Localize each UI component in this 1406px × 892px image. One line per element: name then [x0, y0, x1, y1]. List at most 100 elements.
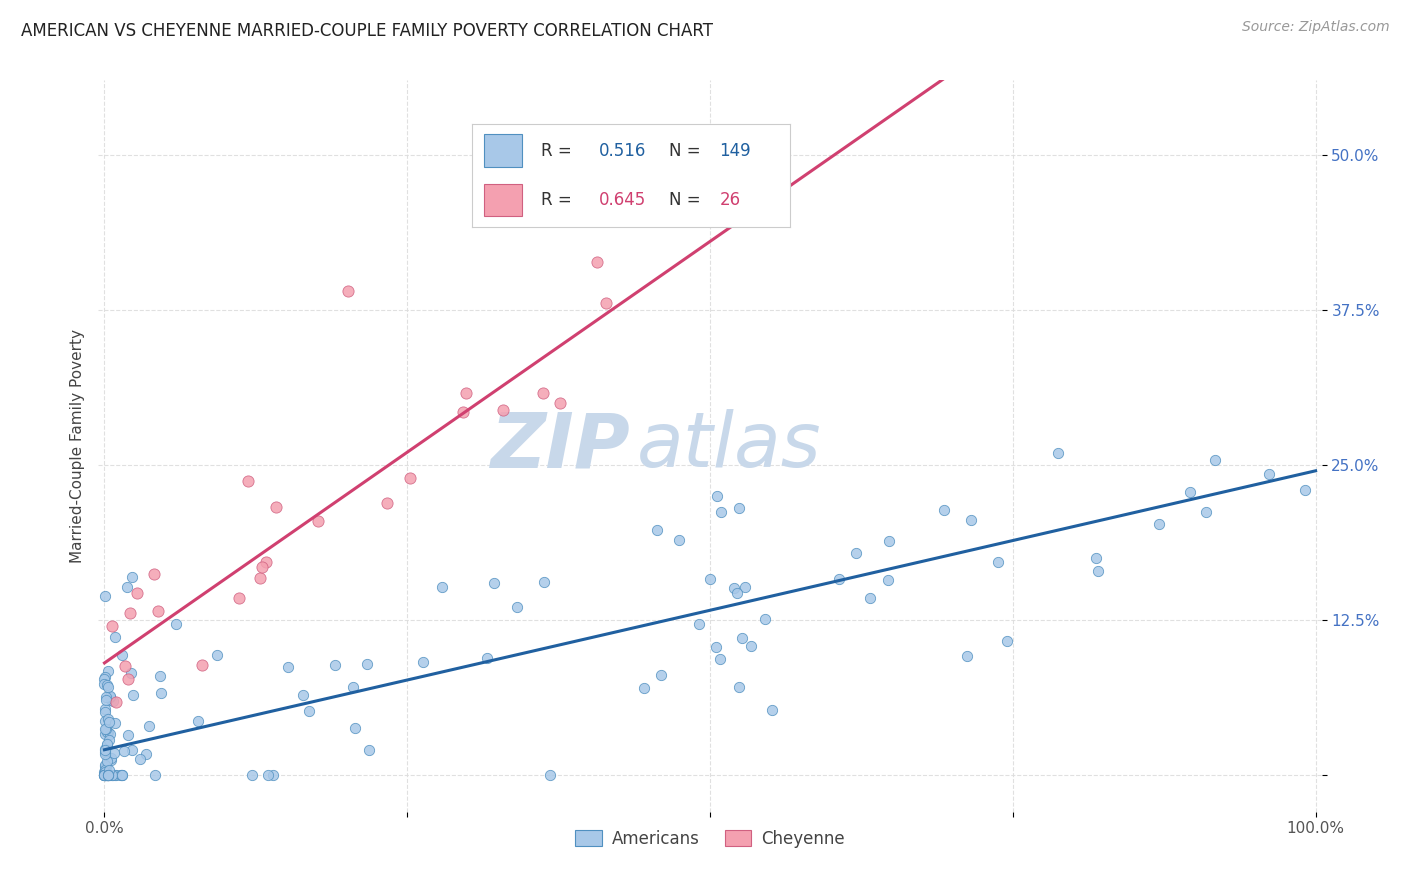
Point: [93, 767, 115, 781]
Point: [97, 733, 120, 747]
Point: [699, 572, 721, 586]
Point: [100, 767, 122, 781]
Point: [845, 546, 868, 560]
Point: [1047, 445, 1070, 459]
Point: [430, 580, 453, 594]
Point: [94, 767, 117, 781]
Point: [96, 767, 118, 781]
Point: [98, 727, 121, 741]
Point: [96, 754, 118, 768]
Point: [117, 728, 139, 742]
Point: [454, 386, 477, 401]
Point: [97, 715, 120, 730]
Point: [828, 572, 851, 586]
Point: [955, 649, 977, 664]
Point: [859, 591, 882, 606]
Legend: Americans, Cheyenne: Americans, Cheyenne: [568, 823, 852, 855]
Point: [94, 767, 117, 781]
Point: [645, 523, 668, 537]
Point: [337, 285, 360, 299]
Text: AMERICAN VS CHEYENNE MARRIED-COUPLE FAMILY POVERTY CORRELATION CHART: AMERICAN VS CHEYENNE MARRIED-COUPLE FAMI…: [21, 22, 713, 40]
Text: Source: ZipAtlas.com: Source: ZipAtlas.com: [1241, 20, 1389, 34]
Point: [121, 569, 143, 583]
Point: [256, 767, 278, 781]
Point: [97, 767, 120, 781]
Point: [298, 704, 321, 718]
Point: [97, 767, 120, 781]
Point: [100, 693, 122, 707]
Point: [484, 576, 506, 591]
Point: [688, 616, 710, 631]
Point: [704, 640, 727, 655]
Point: [97, 763, 120, 777]
Point: [754, 611, 776, 625]
Point: [93, 742, 115, 756]
Point: [111, 767, 134, 781]
Point: [533, 574, 555, 589]
Point: [96, 767, 118, 781]
Point: [94, 760, 117, 774]
Point: [146, 604, 169, 618]
Point: [734, 580, 756, 594]
Point: [256, 555, 278, 569]
Point: [127, 585, 149, 599]
Point: [93, 767, 115, 781]
Point: [650, 668, 672, 682]
Point: [104, 694, 127, 708]
Point: [1258, 467, 1281, 481]
Point: [291, 688, 314, 702]
Point: [451, 405, 474, 419]
Point: [97, 712, 120, 726]
Point: [412, 656, 434, 670]
Point: [375, 496, 398, 510]
Point: [1194, 505, 1216, 519]
Point: [94, 767, 117, 781]
Point: [143, 566, 166, 581]
Point: [115, 12, 138, 26]
Point: [228, 591, 250, 606]
Point: [531, 385, 554, 400]
Point: [111, 767, 134, 781]
Point: [114, 658, 136, 673]
Point: [104, 767, 127, 781]
Point: [190, 657, 212, 672]
Point: [120, 666, 142, 681]
Point: [93, 765, 115, 780]
Point: [94, 745, 117, 759]
Point: [149, 686, 172, 700]
Point: [93, 765, 115, 780]
Point: [165, 616, 187, 631]
Point: [149, 669, 172, 683]
Point: [538, 767, 561, 781]
Point: [97, 767, 120, 781]
Point: [101, 767, 124, 781]
Point: [98, 689, 121, 703]
Point: [932, 503, 955, 517]
Point: [740, 640, 762, 654]
Point: [706, 489, 728, 503]
Point: [187, 714, 209, 729]
Point: [249, 571, 271, 585]
Point: [97, 767, 120, 781]
Point: [94, 690, 117, 704]
Point: [93, 702, 115, 716]
Point: [205, 648, 228, 663]
Point: [710, 505, 733, 519]
Point: [104, 630, 127, 644]
Point: [1180, 485, 1202, 500]
Point: [143, 767, 166, 781]
Text: ZIP: ZIP: [491, 409, 630, 483]
Point: [138, 719, 160, 733]
Point: [250, 560, 273, 574]
Text: atlas: atlas: [637, 409, 821, 483]
Y-axis label: Married-Couple Family Poverty: Married-Couple Family Poverty: [69, 329, 84, 563]
Point: [100, 619, 122, 633]
Point: [93, 672, 115, 686]
Point: [960, 513, 983, 527]
Point: [727, 501, 749, 516]
Point: [100, 753, 122, 767]
Point: [709, 652, 731, 666]
Point: [1084, 550, 1107, 565]
Point: [723, 581, 745, 595]
Point: [117, 672, 139, 686]
